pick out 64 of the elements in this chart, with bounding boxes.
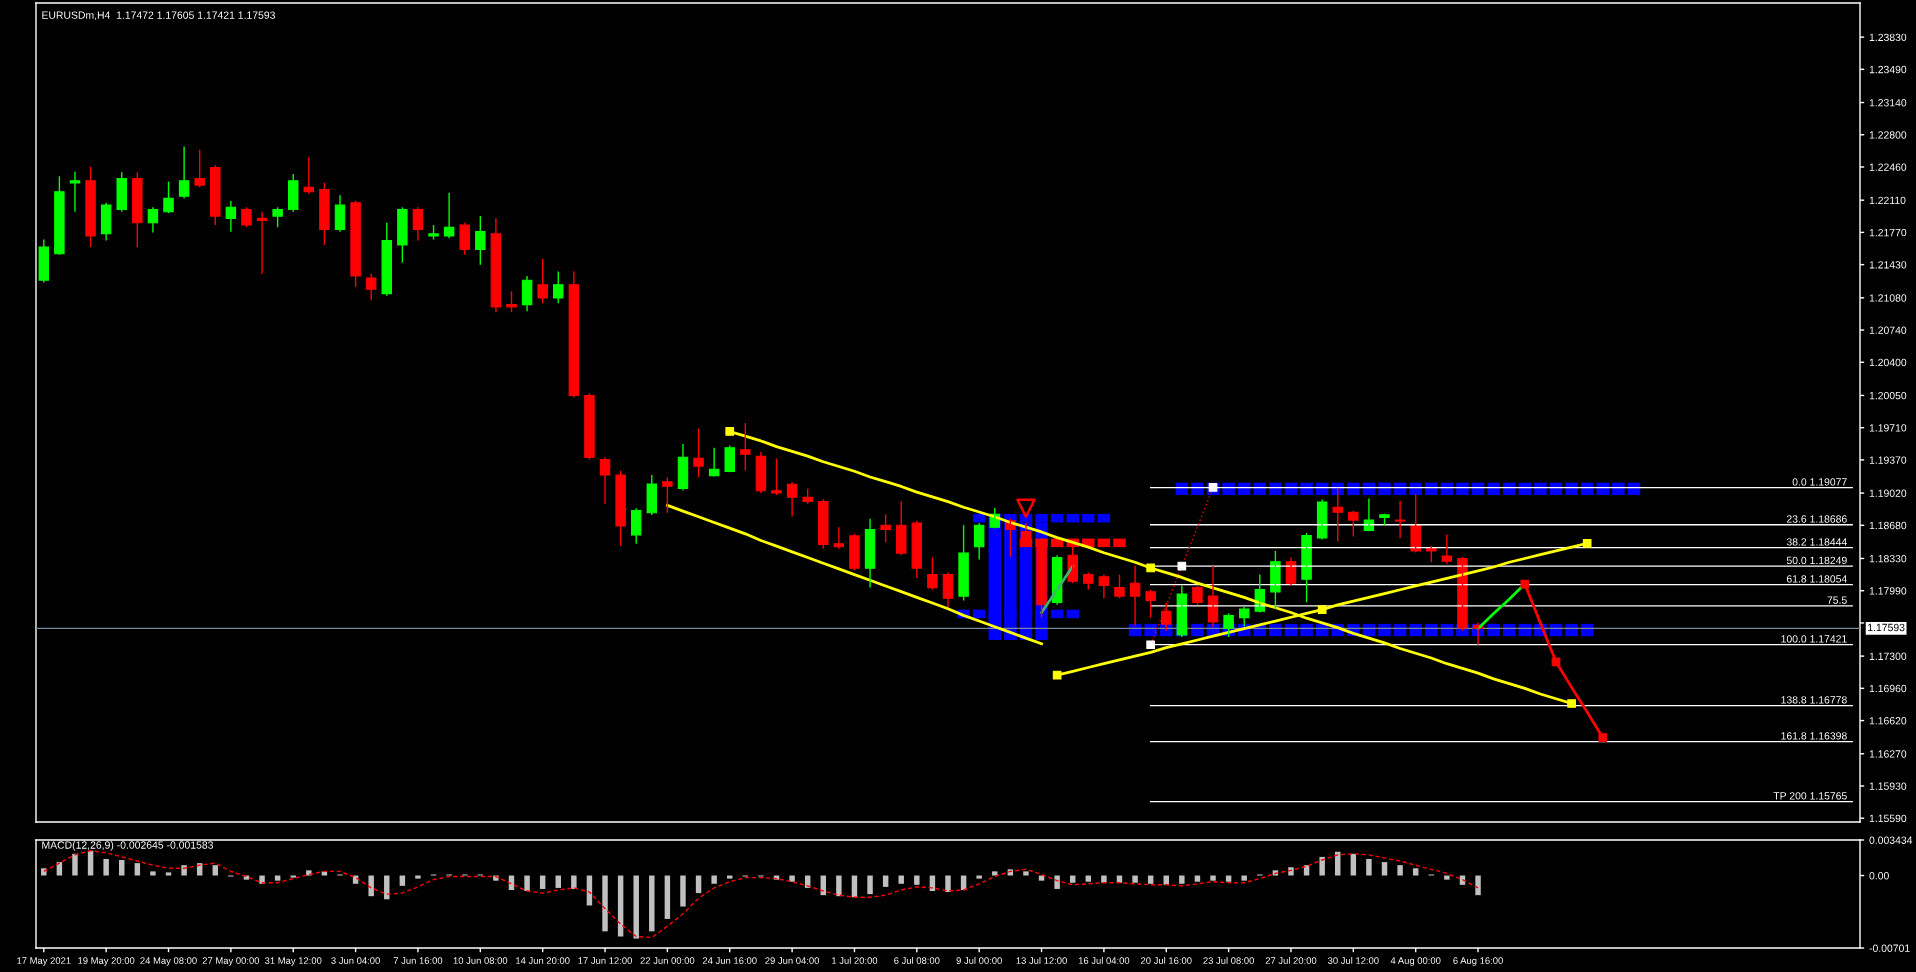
- x-tick-label: 3 Jun 04:00: [331, 957, 380, 964]
- x-tick-label: 14 Jun 20:00: [516, 957, 570, 964]
- y-tick-label: 1.18330: [1869, 554, 1907, 563]
- annotation: 100.0 1.17421: [1781, 635, 1847, 643]
- annotation: 23.6 1.18686: [1786, 515, 1847, 523]
- x-tick-label: 22 Jun 00:00: [640, 957, 695, 964]
- y-tick-label: 1.19710: [1869, 424, 1907, 432]
- y-tick-label: 1.23490: [1869, 65, 1907, 74]
- y-tick-label: 1.17990: [1869, 587, 1907, 595]
- x-tick-label: 24 Jun 16:00: [702, 957, 757, 964]
- y-tick-label: 1.21430: [1869, 261, 1907, 269]
- y-tick-label: 1.20740: [1869, 326, 1907, 334]
- y-tick-label: 1.15590: [1869, 814, 1907, 823]
- x-tick-label: 6 Aug 16:00: [1453, 957, 1503, 966]
- x-tick-label: 30 Jul 12:00: [1327, 957, 1379, 964]
- x-tick-label: 9 Jul 00:00: [956, 957, 1002, 964]
- y-tick-label: 1.20400: [1869, 358, 1907, 367]
- x-tick-label: 6 Jul 08:00: [894, 957, 940, 964]
- y-tick-label: 1.22460: [1869, 163, 1907, 171]
- x-tick-label: 7 Jun 16:00: [393, 957, 443, 964]
- y-tick-label: 1.23140: [1869, 99, 1907, 107]
- chart-title: MACD(12,26,9) -0.002645 -0.001583: [42, 841, 213, 851]
- y-tick-label: 1.22800: [1869, 131, 1907, 139]
- annotation: 50.0 1.18249: [1786, 556, 1847, 565]
- annotation: 38.2 1.18444: [1786, 538, 1847, 546]
- x-tick-label: 20 Jul 16:00: [1141, 957, 1192, 964]
- x-tick-label: 27 May 00:00: [202, 957, 260, 966]
- x-tick-label: 23 Jul 08:00: [1203, 957, 1254, 964]
- y-tick-label: 1.21770: [1869, 228, 1907, 237]
- x-tick-label: 10 Jun 08:00: [453, 957, 508, 964]
- y-tick-label: 1.16620: [1869, 717, 1907, 725]
- y-tick-label: 1.21080: [1869, 294, 1907, 302]
- x-tick-label: 19 May 20:00: [78, 957, 135, 966]
- y-tick-label: 1.18680: [1869, 521, 1907, 530]
- annotation: 61.8 1.18054: [1786, 575, 1847, 583]
- y-tick-label: 1.19370: [1869, 456, 1907, 464]
- y-tick-label: 0.00: [1869, 872, 1889, 880]
- x-tick-label: 17 May 2021: [17, 957, 71, 966]
- y-tick-label: 1.23830: [1869, 33, 1907, 41]
- x-tick-label: 16 Jul 04:00: [1078, 957, 1130, 964]
- x-tick-label: 31 May 12:00: [264, 957, 322, 966]
- x-tick-label: 24 May 08:00: [140, 957, 197, 966]
- text: EURUSDm,H4 1.17472 1.17605 1.17421 1.17593: [42, 11, 275, 21]
- x-tick-label: 4 Aug 00:00: [1390, 957, 1441, 966]
- annotation: 75.5: [1827, 596, 1847, 604]
- ref-line-label: 1.17593: [1868, 623, 1905, 632]
- y-tick-label: 1.20050: [1869, 391, 1907, 400]
- y-tick-label: 1.22110: [1869, 196, 1906, 205]
- annotation: TP 200 1.15765: [1773, 792, 1847, 800]
- annotation: 138.8 1.16778: [1781, 696, 1847, 704]
- x-tick-label: 1 Jul 20:00: [832, 957, 878, 964]
- y-tick-label: 1.19020: [1869, 489, 1907, 497]
- annotation: 161.8 1.16398: [1781, 732, 1847, 740]
- x-tick-label: 17 Jun 12:00: [578, 957, 632, 964]
- y-tick-label: -0.00701: [1869, 944, 1910, 952]
- x-tick-label: 29 Jun 04:00: [765, 957, 820, 964]
- y-tick-label: 1.16960: [1869, 684, 1907, 693]
- annotation: 0.0 1.19077: [1792, 478, 1847, 486]
- y-tick-label: 1.15930: [1869, 782, 1907, 790]
- y-tick-label: 0.003434: [1869, 836, 1913, 844]
- x-tick-label: 13 Jul 12:00: [1016, 957, 1067, 964]
- y-tick-label: 1.16270: [1869, 750, 1907, 758]
- y-tick-label: 1.17300: [1869, 652, 1907, 660]
- x-tick-label: 27 Jul 20:00: [1265, 957, 1317, 964]
